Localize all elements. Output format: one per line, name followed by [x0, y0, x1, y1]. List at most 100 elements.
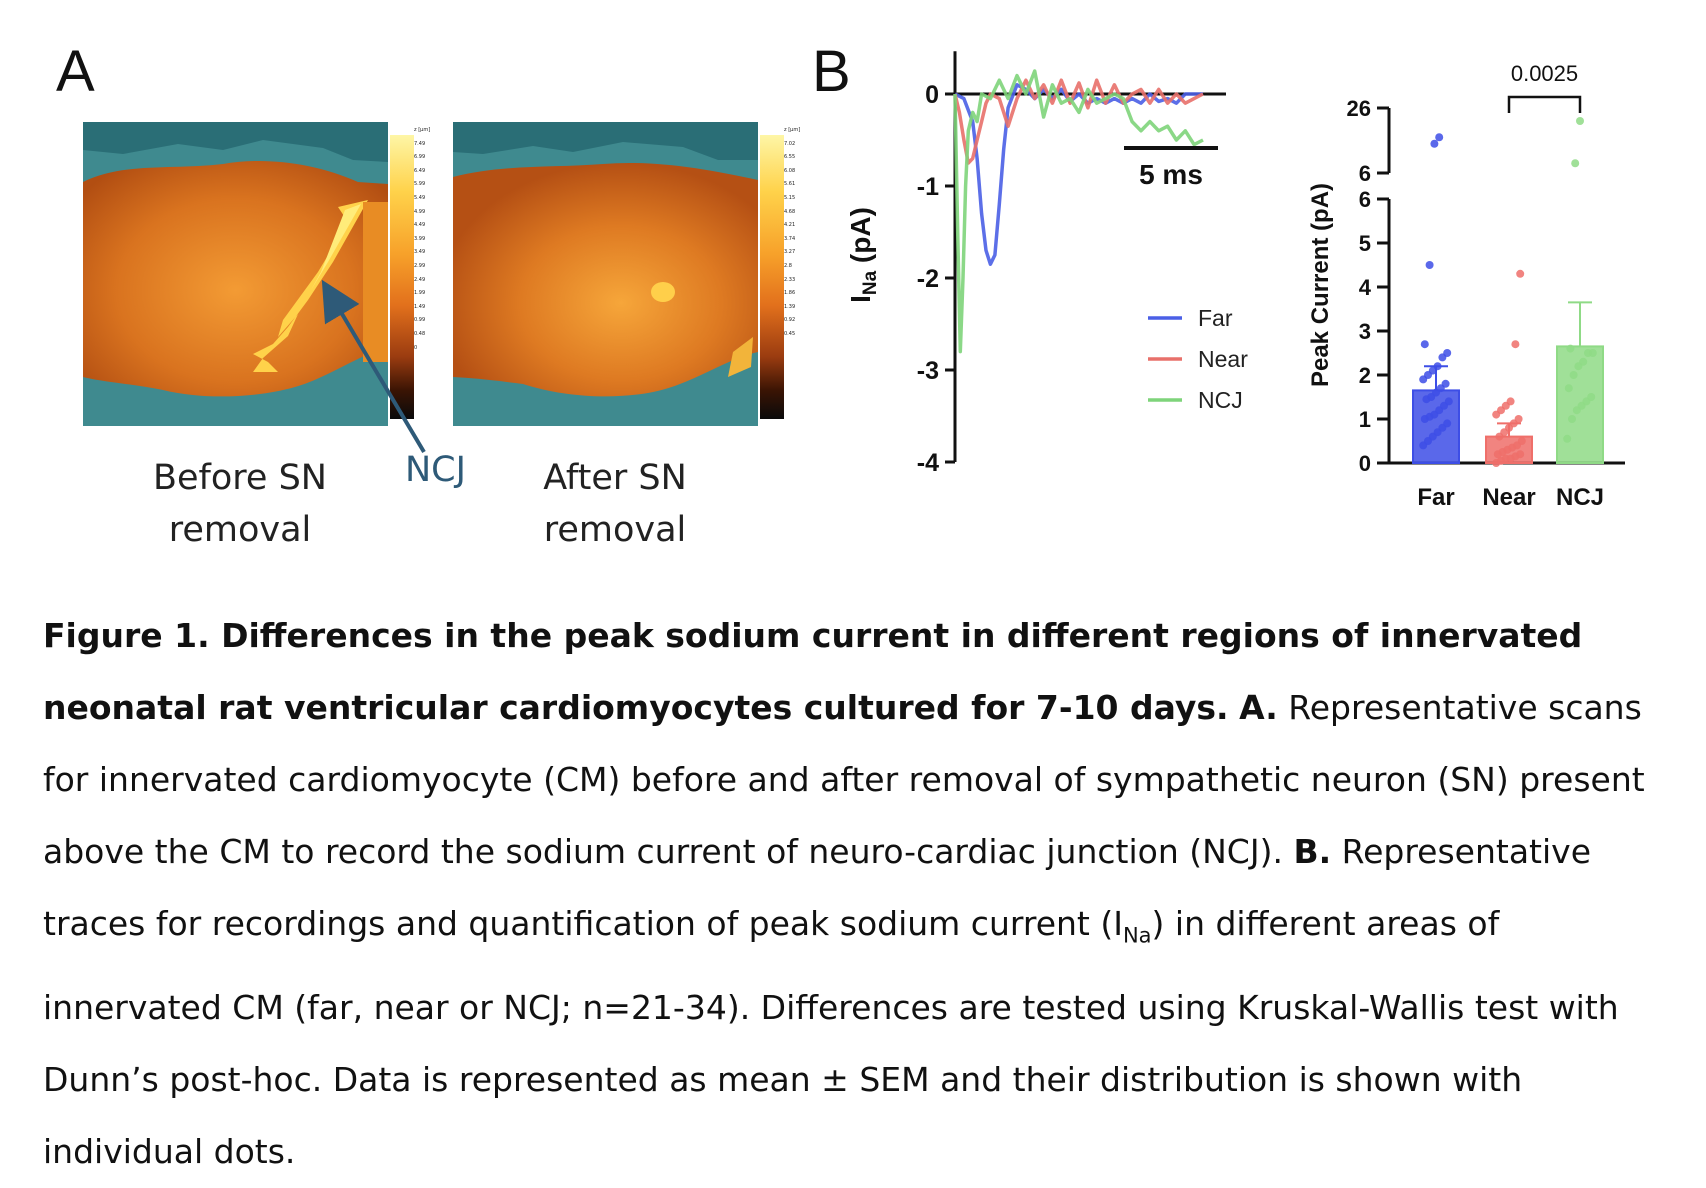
- caption-b-subscript: Na: [1122, 923, 1152, 948]
- colorbar-tick-label: 4.99: [414, 208, 426, 215]
- ncj-arrow: [321, 279, 426, 454]
- data-point-near: [1506, 397, 1515, 406]
- data-point-near: [1511, 340, 1520, 349]
- bar-y-tick-label: 3: [1359, 319, 1371, 344]
- data-point-far: [1443, 419, 1452, 428]
- caption-b-text-1: Representative traces for recordings and…: [43, 832, 1591, 943]
- trace-y-tick-label: -4: [917, 449, 939, 477]
- colorbar-tick-list: 7.49 6.99 6.49 5.99 5.49 4.99 4.49 3.99 3.49 2.99…: [414, 138, 430, 356]
- colorbar-tick-label: 3.74: [784, 235, 796, 242]
- colorbar-tick-label: 1.86: [784, 290, 796, 297]
- label-before-line1: Before SN: [153, 458, 327, 498]
- colorbar-tick-label: 2.33: [784, 276, 796, 283]
- data-point-near: [1514, 415, 1523, 423]
- caption-a-text: Representative scans for innervated card…: [43, 688, 1645, 871]
- trace-y-axis-label: INa (pA): [845, 207, 881, 303]
- trace-series-near: [953, 78, 1204, 165]
- data-point-ncj: [1588, 349, 1597, 357]
- ncj-arrow-label: NCJ: [405, 450, 466, 490]
- trace-chart: 0 -1 -2 -3 -4 INa (pA) 5 ms Far Near NCJ: [845, 51, 1248, 477]
- data-point-far: [1444, 397, 1453, 406]
- colorbar-tick-label: 1.39: [784, 303, 796, 310]
- figure-caption: Figure 1. Differences in the peak sodium…: [43, 600, 1673, 1188]
- data-point-far: [1430, 139, 1439, 148]
- colorbar-tick-list: 7.02 6.55 6.08 5.61 5.15 4.68 4.21 3.74 3.27 2.8 2…: [784, 138, 800, 342]
- trace-series-far: [954, 83, 1203, 266]
- data-point-ncj: [1563, 434, 1572, 443]
- colorbar-tick-label: 0: [414, 344, 418, 351]
- colorbar-unit: z [µm]: [784, 127, 801, 133]
- colorbar-unit: z [µm]: [414, 127, 431, 133]
- colorbar-tick-label: 6.49: [414, 167, 426, 174]
- bar-y-tick-label-upper: 26: [1347, 96, 1371, 121]
- scan-before-image: [83, 122, 388, 426]
- trace-y-tick-label: -2: [917, 265, 939, 293]
- bar-y-tick-label-upper: 6: [1359, 161, 1371, 186]
- data-point-far: [1443, 349, 1452, 357]
- scan-after-image: [453, 122, 758, 426]
- trace-series-ncj: [953, 69, 1204, 354]
- colorbar-tick-label: 1.49: [414, 303, 426, 310]
- scan-before-sn-removal: [83, 122, 388, 426]
- colorbar-tick-label: 0.48: [414, 330, 426, 337]
- data-point-near: [1516, 450, 1525, 459]
- scale-bar-label: 5 ms: [1139, 159, 1203, 190]
- caption-title: Figure 1. Differences in the peak sodium…: [43, 616, 1583, 727]
- data-point-ncj: [1579, 357, 1588, 366]
- colorbar-before: [390, 135, 414, 419]
- bar-y-tick-label: 0: [1359, 451, 1371, 476]
- data-point-ncj: [1568, 415, 1576, 423]
- data-point-ncj: [1569, 371, 1578, 379]
- data-point-ncj: [1576, 117, 1584, 125]
- colorbar-tick-label: 7.02: [784, 140, 796, 147]
- label-after-line1: After SN: [543, 458, 687, 498]
- colorbar-tick-label: 6.08: [784, 167, 796, 174]
- colorbar-after: [760, 135, 784, 419]
- data-point-ncj: [1587, 393, 1596, 401]
- label-after-sn-removal: After SN removal: [495, 452, 735, 556]
- bar-y-tick-label: 4: [1359, 275, 1372, 300]
- caption-paragraph: Figure 1. Differences in the peak sodium…: [43, 600, 1673, 1188]
- panel-b-letter: B: [812, 39, 851, 104]
- colorbar-tick-label: 7.49: [414, 140, 426, 147]
- data-point-far: [1435, 133, 1444, 142]
- colorbar-tick-label: 4.68: [784, 208, 796, 215]
- colorbar-before-ticks: z [µm] 7.49 6.99 6.49 5.99 5.49 4.99 4.49 3.99 3…: [414, 124, 430, 355]
- data-point-far: [1420, 340, 1429, 349]
- significance-p-value: 0.0025: [1511, 61, 1578, 86]
- colorbar-tick-label: 5.99: [414, 181, 426, 188]
- data-point-near: [1516, 269, 1525, 278]
- data-point-ncj: [1564, 384, 1573, 393]
- colorbar-tick-label: 0.92: [784, 317, 796, 324]
- caption-b-text-2: ) in different areas of innervated CM (f…: [43, 904, 1619, 1171]
- bar-y-tick-label: 1: [1359, 407, 1371, 432]
- bar-y-tick-label: 5: [1359, 231, 1371, 256]
- colorbar-tick-label: 6.99: [414, 154, 426, 161]
- colorbar-tick-label: 2.8: [784, 262, 792, 269]
- caption-b-label: B.: [1293, 832, 1332, 871]
- colorbar-tick-label: 1.99: [414, 290, 426, 297]
- trace-y-tick-label: 0: [925, 81, 939, 109]
- legend-label-near: Near: [1198, 346, 1248, 372]
- bar-y-tick-label: 2: [1359, 363, 1371, 388]
- data-point-far: [1425, 261, 1434, 269]
- colorbar-tick-label: 0.99: [414, 317, 426, 324]
- colorbar-tick-label: 2.99: [414, 262, 426, 269]
- bar-chart: 0 1 2 3 4 5 66 26 Peak Current (pA) Far Near NCJ 0.0…: [1307, 61, 1625, 511]
- colorbar-tick-label: 3.99: [414, 235, 426, 242]
- colorbar-tick-label: 3.27: [784, 249, 796, 256]
- legend-label-far: Far: [1198, 305, 1233, 331]
- bar-category-label: Near: [1482, 484, 1535, 511]
- bar-y-axis-label: Peak Current (pA): [1307, 183, 1334, 387]
- label-before-line2: removal: [168, 510, 312, 550]
- scan-after-sn-removal: [453, 122, 758, 426]
- colorbar-tick-label: 3.49: [414, 249, 426, 256]
- bar-category-label: NCJ: [1556, 484, 1604, 511]
- bar-y-tick-label: 6: [1359, 187, 1371, 212]
- data-point-ncj: [1571, 159, 1580, 168]
- colorbar-after-ticks: z [µm] 7.02 6.55 6.08 5.61 5.15 4.68 4.21 3.74 3…: [784, 124, 800, 342]
- colorbar-tick-label: 2.49: [414, 276, 426, 283]
- colorbar-tick-label: 5.61: [784, 181, 796, 188]
- bar-category-label: Far: [1417, 484, 1454, 511]
- data-point-far: [1441, 379, 1450, 388]
